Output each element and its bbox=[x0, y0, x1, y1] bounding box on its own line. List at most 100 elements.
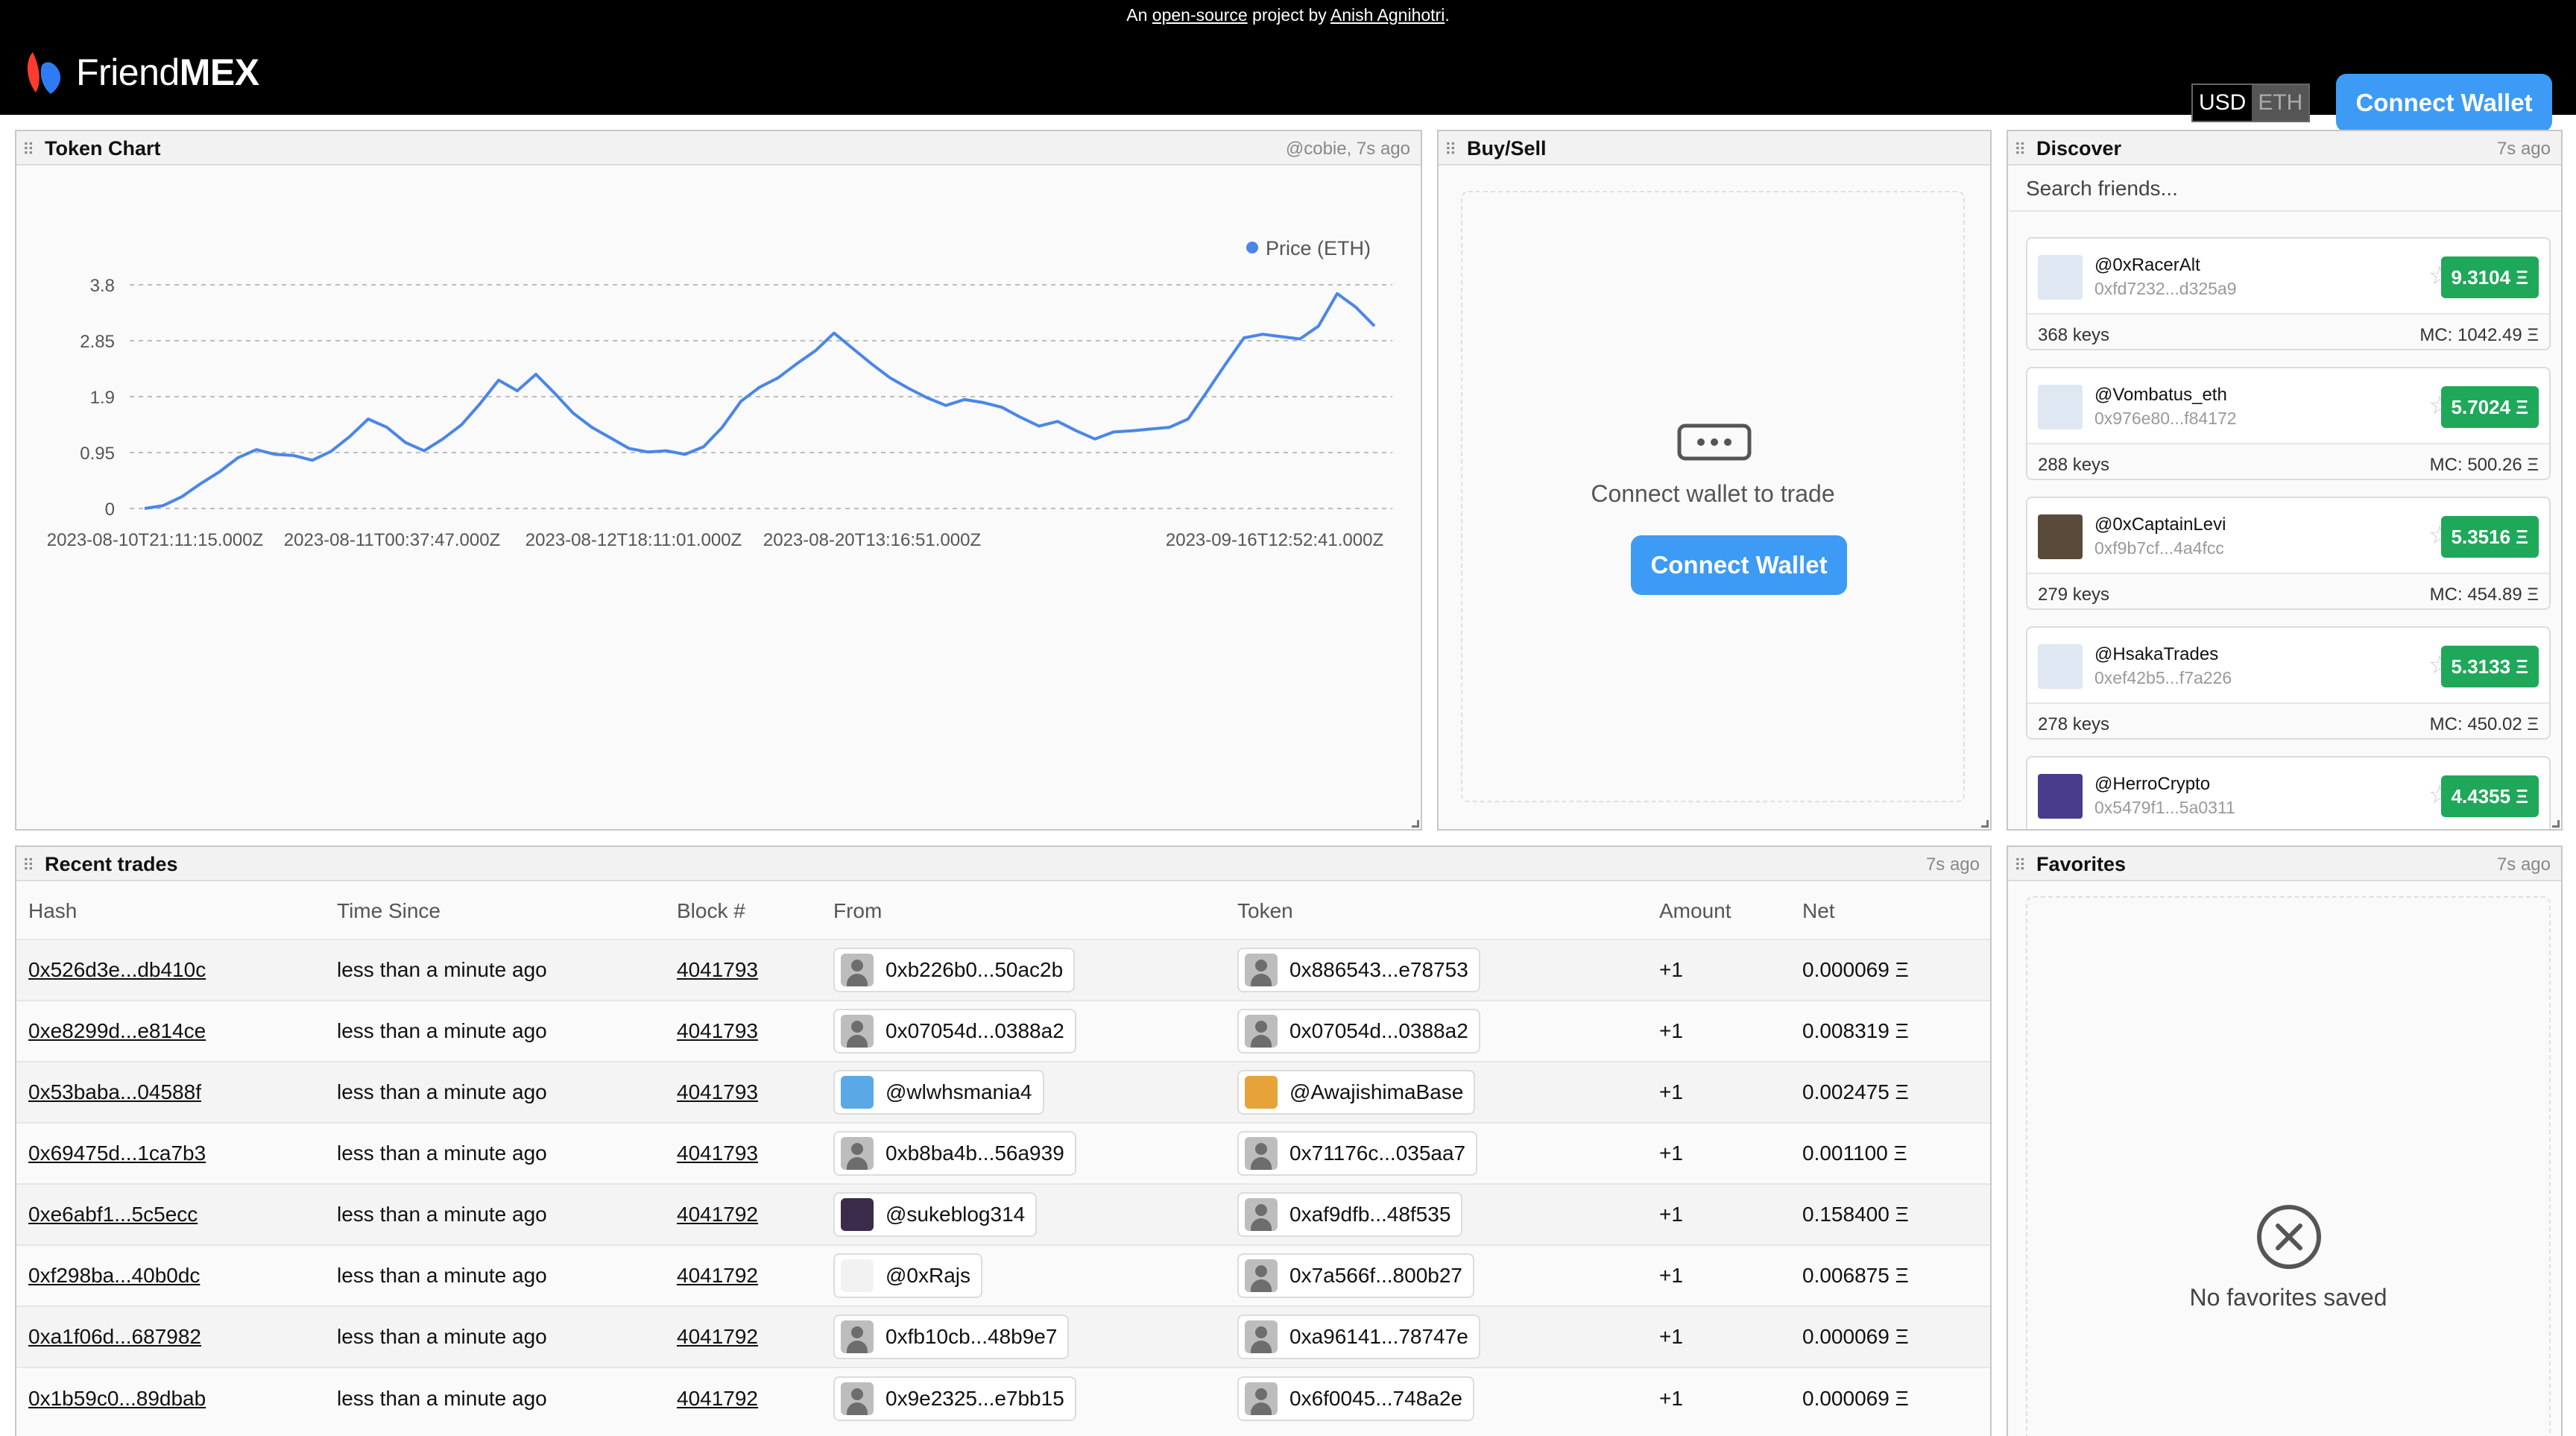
trade-block-link[interactable]: 4041793 bbox=[677, 1080, 759, 1103]
trade-from: 0xfb10cb...48b9e7 bbox=[886, 1325, 1058, 1348]
trade-token-pill[interactable]: 0x6f0045...748a2e bbox=[1237, 1376, 1474, 1421]
trade-block-cell: 4041792 bbox=[665, 1183, 821, 1245]
trade-hash-link[interactable]: 0xe6abf1...5c5ecc bbox=[28, 1203, 198, 1226]
friend-card[interactable]: @0xCaptainLevi 0xf9b7cf...4a4fcc ☆ 5.3516 Ξ… bbox=[2026, 497, 2551, 610]
friend-price-badge[interactable]: 9.3104 Ξ bbox=[2440, 256, 2539, 298]
connect-wallet-button[interactable]: Connect Wallet bbox=[2336, 74, 2552, 132]
trade-from-pill[interactable]: @0xRajs bbox=[833, 1253, 983, 1298]
column-header-time[interactable]: Time Since bbox=[325, 883, 665, 939]
trade-token-pill[interactable]: 0x71176c...035aa7 bbox=[1237, 1131, 1478, 1176]
trade-from-pill[interactable]: 0xfb10cb...48b9e7 bbox=[833, 1314, 1070, 1359]
trade-hash-link[interactable]: 0x69475d...1ca7b3 bbox=[28, 1141, 206, 1165]
search-friends-input[interactable] bbox=[2010, 167, 2561, 212]
trade-box: Connect wallet to trade Connect Wallet bbox=[1461, 191, 1965, 802]
trade-block-link[interactable]: 4041793 bbox=[677, 1019, 759, 1042]
favorites-header[interactable]: ⠿ Favorites 7s ago bbox=[2008, 847, 2561, 881]
friend-card[interactable]: @HsakaTrades 0xef42b5...f7a226 ☆ 5.3133 Ξ 27… bbox=[2026, 626, 2551, 740]
trade-amount: +1 bbox=[1647, 1061, 1790, 1123]
trade-from-cell: 0x07054d...0388a2 bbox=[821, 1000, 1225, 1062]
trade-hash-link[interactable]: 0x53baba...04588f bbox=[28, 1080, 201, 1103]
currency-toggle: USD ETH bbox=[2191, 84, 2311, 122]
friend-card[interactable]: @0xRacerAlt 0xfd7232...d325a9 ☆ 9.3104 Ξ 368… bbox=[2026, 237, 2551, 350]
column-header-hash[interactable]: Hash bbox=[16, 883, 325, 939]
trade-net: 0.006875 Ξ bbox=[1790, 1244, 1990, 1306]
drag-handle-icon[interactable]: ⠿ bbox=[22, 140, 34, 159]
trade-from-pill[interactable]: @sukeblog314 bbox=[833, 1192, 1038, 1237]
trade-token-pill[interactable]: @AwajishimaBase bbox=[1237, 1070, 1476, 1115]
trade-from-pill[interactable]: @wlwhsmania4 bbox=[833, 1070, 1044, 1115]
friend-keys: 279 keys bbox=[2038, 585, 2110, 605]
avatar bbox=[1245, 954, 1278, 986]
trade-token-pill[interactable]: 0xa96141...78747e bbox=[1237, 1314, 1480, 1359]
trade-from-pill[interactable]: 0xb226b0...50ac2b bbox=[833, 948, 1076, 992]
drag-handle-icon[interactable]: ⠿ bbox=[2014, 856, 2026, 875]
friend-name: @Vombatus_eth bbox=[2094, 385, 2227, 405]
price-chart[interactable]: 0 0.95 1.9 2.85 3.8 2023-08-10T21:11:15.000Z… bbox=[16, 167, 1421, 829]
panel-meta: @cobie, 7s ago bbox=[1285, 139, 1410, 159]
legend-label: Price (ETH) bbox=[1266, 237, 1371, 259]
trade-from-pill[interactable]: 0x9e2325...e7bb15 bbox=[833, 1376, 1076, 1421]
token-chart-header[interactable]: ⠿ Token Chart @cobie, 7s ago bbox=[16, 131, 1421, 166]
trade-token-pill[interactable]: 0x886543...e78753 bbox=[1237, 948, 1480, 992]
resize-handle-icon[interactable] bbox=[1981, 820, 1989, 828]
favorites-empty-box: No favorites saved bbox=[2026, 896, 2551, 1436]
currency-eth-button[interactable]: ETH bbox=[2252, 85, 2309, 121]
trade-from-pill[interactable]: 0x07054d...0388a2 bbox=[833, 1009, 1076, 1054]
avatar bbox=[841, 954, 874, 986]
table-row: 0xa1f06d...687982 less than a minute ago 4… bbox=[16, 1306, 1990, 1367]
connect-wallet-trade-button[interactable]: Connect Wallet bbox=[1631, 535, 1847, 595]
trade-block-link[interactable]: 4041793 bbox=[677, 1141, 759, 1165]
discover-header[interactable]: ⠿ Discover 7s ago bbox=[2008, 131, 2561, 166]
trade-hash-link[interactable]: 0x526d3e...db410c bbox=[28, 958, 206, 981]
column-header-amount[interactable]: Amount bbox=[1647, 883, 1790, 939]
friend-price-badge[interactable]: 5.3133 Ξ bbox=[2440, 646, 2539, 687]
friend-name: @HerroCrypto bbox=[2094, 774, 2211, 794]
resize-handle-icon[interactable] bbox=[1412, 820, 1419, 828]
table-row: 0x1b59c0...89dbab less than a minute ago 4… bbox=[16, 1367, 1990, 1429]
trade-time: less than a minute ago bbox=[325, 1244, 665, 1306]
trade-block-link[interactable]: 4041792 bbox=[677, 1203, 759, 1226]
column-header-net[interactable]: Net bbox=[1790, 883, 1990, 939]
panel-title: Favorites bbox=[2036, 853, 2127, 875]
trade-hash-link[interactable]: 0x1b59c0...89dbab bbox=[28, 1386, 206, 1410]
trade-hash-link[interactable]: 0xe8299d...e814ce bbox=[28, 1019, 206, 1042]
trade-block-link[interactable]: 4041792 bbox=[677, 1264, 759, 1287]
trade-block-link[interactable]: 4041793 bbox=[677, 958, 759, 981]
drag-handle-icon[interactable]: ⠿ bbox=[22, 856, 34, 875]
drag-handle-icon[interactable]: ⠿ bbox=[2014, 140, 2026, 159]
trade-from-cell: @sukeblog314 bbox=[821, 1183, 1225, 1245]
buy-sell-header[interactable]: ⠿ Buy/Sell bbox=[1439, 131, 1990, 166]
author-link[interactable]: Anish Agnihotri bbox=[1330, 5, 1445, 25]
drag-handle-icon[interactable]: ⠿ bbox=[1445, 140, 1456, 159]
x-tick-label: 2023-08-11T00:37:47.000Z bbox=[284, 530, 500, 550]
logo[interactable]: FriendMEX bbox=[22, 49, 259, 95]
trade-block-link[interactable]: 4041792 bbox=[677, 1386, 759, 1410]
currency-usd-button[interactable]: USD bbox=[2193, 85, 2253, 121]
friend-card[interactable]: @HerroCrypto 0x5479f1...5a0311 ☆ 4.4355 Ξ bbox=[2026, 756, 2551, 829]
trade-block-cell: 4041793 bbox=[665, 1061, 821, 1123]
trade-hash-link[interactable]: 0xf298ba...40b0dc bbox=[28, 1264, 201, 1287]
trade-hash-cell: 0xe6abf1...5c5ecc bbox=[16, 1183, 325, 1245]
friend-price-badge[interactable]: 5.3516 Ξ bbox=[2440, 516, 2539, 558]
trade-token-pill[interactable]: 0xaf9dfb...48f535 bbox=[1237, 1192, 1463, 1237]
table-row: 0x53baba...04588f less than a minute ago 4… bbox=[16, 1061, 1990, 1123]
trade-time: less than a minute ago bbox=[325, 1061, 665, 1123]
open-source-link[interactable]: open-source bbox=[1152, 5, 1248, 25]
trade-block-link[interactable]: 4041792 bbox=[677, 1325, 759, 1348]
trade-token-cell: 0x886543...e78753 bbox=[1225, 939, 1647, 1001]
avatar bbox=[841, 1198, 874, 1231]
trade-token-cell: 0xaf9dfb...48f535 bbox=[1225, 1183, 1647, 1245]
trade-token-pill[interactable]: 0x07054d...0388a2 bbox=[1237, 1009, 1480, 1054]
column-header-block[interactable]: Block # bbox=[665, 883, 821, 939]
resize-handle-icon[interactable] bbox=[2552, 820, 2560, 828]
trade-hash-link[interactable]: 0xa1f06d...687982 bbox=[28, 1325, 201, 1348]
friend-price-badge[interactable]: 4.4355 Ξ bbox=[2440, 775, 2539, 817]
recent-trades-header[interactable]: ⠿ Recent trades 7s ago bbox=[16, 847, 1990, 881]
trade-from-pill[interactable]: 0xb8ba4b...56a939 bbox=[833, 1131, 1076, 1176]
column-header-token[interactable]: Token bbox=[1225, 883, 1647, 939]
trade-token-pill[interactable]: 0x7a566f...800b27 bbox=[1237, 1253, 1474, 1298]
column-header-from[interactable]: From bbox=[821, 883, 1225, 939]
friend-price-badge[interactable]: 5.7024 Ξ bbox=[2440, 386, 2539, 428]
avatar bbox=[2038, 774, 2083, 819]
